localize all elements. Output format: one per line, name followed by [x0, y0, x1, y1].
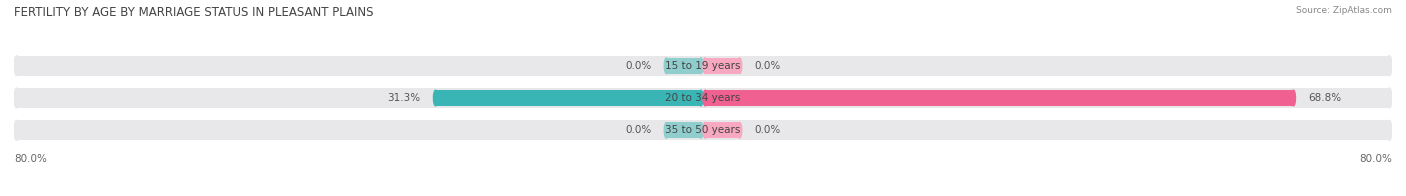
Circle shape: [1386, 88, 1392, 108]
Text: 68.8%: 68.8%: [1309, 93, 1341, 103]
Circle shape: [738, 122, 742, 138]
Circle shape: [433, 90, 437, 106]
Circle shape: [703, 58, 707, 74]
FancyBboxPatch shape: [17, 88, 1389, 108]
Text: 0.0%: 0.0%: [626, 61, 651, 71]
Circle shape: [699, 58, 703, 74]
Text: 0.0%: 0.0%: [626, 125, 651, 135]
Circle shape: [738, 58, 742, 74]
Text: 0.0%: 0.0%: [755, 61, 780, 71]
FancyBboxPatch shape: [704, 90, 1294, 106]
Circle shape: [14, 120, 20, 140]
Circle shape: [664, 122, 668, 138]
Text: FERTILITY BY AGE BY MARRIAGE STATUS IN PLEASANT PLAINS: FERTILITY BY AGE BY MARRIAGE STATUS IN P…: [14, 6, 374, 19]
Text: 15 to 19 years: 15 to 19 years: [665, 61, 741, 71]
Circle shape: [703, 90, 707, 106]
Circle shape: [14, 56, 20, 76]
Text: 35 to 50 years: 35 to 50 years: [665, 125, 741, 135]
Text: 80.0%: 80.0%: [1360, 153, 1392, 163]
Circle shape: [703, 122, 707, 138]
Text: 80.0%: 80.0%: [14, 153, 46, 163]
Circle shape: [699, 122, 703, 138]
Text: 20 to 34 years: 20 to 34 years: [665, 93, 741, 103]
Circle shape: [1386, 56, 1392, 76]
FancyBboxPatch shape: [666, 58, 702, 74]
FancyBboxPatch shape: [17, 120, 1389, 140]
FancyBboxPatch shape: [17, 56, 1389, 76]
FancyBboxPatch shape: [704, 122, 740, 138]
FancyBboxPatch shape: [666, 122, 702, 138]
Text: 0.0%: 0.0%: [755, 125, 780, 135]
Text: Source: ZipAtlas.com: Source: ZipAtlas.com: [1296, 6, 1392, 15]
Text: 31.3%: 31.3%: [388, 93, 420, 103]
FancyBboxPatch shape: [436, 90, 702, 106]
Circle shape: [699, 90, 703, 106]
Circle shape: [1291, 90, 1295, 106]
FancyBboxPatch shape: [704, 58, 740, 74]
Circle shape: [1386, 120, 1392, 140]
Circle shape: [14, 88, 20, 108]
Circle shape: [664, 58, 668, 74]
